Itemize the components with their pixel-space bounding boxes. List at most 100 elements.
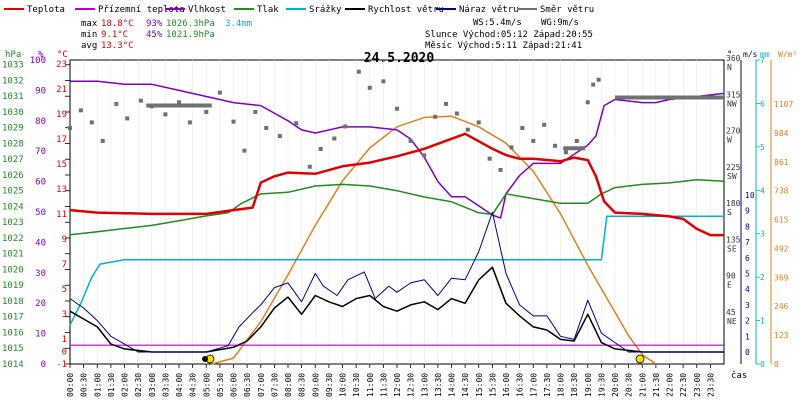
wm2-tick: 369 xyxy=(774,273,789,282)
chart-title: 24.5.2020 xyxy=(364,51,435,66)
hpa-tick: 1018 xyxy=(2,297,24,307)
dir-tick: E xyxy=(727,281,732,290)
unit-deg: ° xyxy=(727,50,732,60)
stats-block: max 18.8°C 93% 1026.3hPa 3.4mm min 9.1°C… xyxy=(81,19,252,51)
x-tick-label: 12:00 xyxy=(393,373,402,397)
x-tick-label: 12:30 xyxy=(407,373,416,397)
degc-tick: 23 xyxy=(56,60,67,70)
deg-tick: 270 xyxy=(726,127,741,136)
x-tick-label: 01:00 xyxy=(93,373,102,397)
x-tick-label: 00:30 xyxy=(80,373,89,397)
ms-tick: 3 xyxy=(745,301,750,310)
hpa-tick: 1032 xyxy=(2,76,24,86)
mm-tick: 5 xyxy=(760,143,765,152)
x-tick-label: 15:00 xyxy=(475,373,484,397)
wind-dir-point xyxy=(163,112,168,117)
degc-tick: 5 xyxy=(62,285,67,295)
wm2-tick: 123 xyxy=(774,331,789,340)
stat-max-rain: 3.4mm xyxy=(225,19,252,29)
pct-tick: 0 xyxy=(41,360,46,370)
x-tick-label: 20:00 xyxy=(611,373,620,397)
pct-tick: 10 xyxy=(35,330,46,340)
ms-tick: 1 xyxy=(745,332,750,341)
x-tick-label: 19:30 xyxy=(597,373,606,397)
degc-tick: 1 xyxy=(62,335,67,345)
degc-tick: 19 xyxy=(56,110,67,120)
hpa-tick: 1024 xyxy=(2,202,24,212)
ms-tick: 6 xyxy=(745,254,750,263)
series-pressure-line xyxy=(69,178,725,236)
moonrise-marker xyxy=(202,356,208,362)
ms-tick: 5 xyxy=(745,270,750,279)
wind-dir-point xyxy=(204,109,209,114)
legend-item: Vlhkost xyxy=(188,5,226,15)
x-tick-label: 06:00 xyxy=(230,373,239,397)
legend-item: Rychlost větru xyxy=(368,5,444,15)
unit-wm2: W/m² xyxy=(778,50,797,59)
hpa-tick: 1023 xyxy=(2,218,24,228)
x-tick-label: 02:30 xyxy=(134,373,143,397)
wind-dir-point xyxy=(465,127,470,132)
deg-tick: 180 xyxy=(726,199,741,208)
wm2-tick: 0 xyxy=(774,360,779,369)
hpa-tick: 1026 xyxy=(2,171,24,181)
degc-tick: 9 xyxy=(62,235,67,245)
stat-min-hum: 45% xyxy=(146,30,163,40)
wind-dir-point xyxy=(78,108,83,113)
wind-dir-point xyxy=(114,101,119,106)
degc-tick: 3 xyxy=(62,310,67,320)
legend-item: Přízemní teplota xyxy=(98,5,185,15)
deg-tick: 225 xyxy=(726,163,741,172)
pct-tick: 80 xyxy=(35,117,46,127)
mm-tick: 0 xyxy=(760,360,765,369)
x-tick-label: 22:00 xyxy=(666,373,675,397)
pct-tick: 50 xyxy=(35,208,46,218)
wind-dir-point xyxy=(531,138,536,143)
x-tick-label: 01:30 xyxy=(107,373,116,397)
degc-tick: 15 xyxy=(56,160,67,170)
wind-dir-point xyxy=(138,98,143,103)
ms-tick: 2 xyxy=(745,317,750,326)
dir-tick: N xyxy=(727,63,732,72)
wind-dir-point xyxy=(542,122,547,127)
wind-dir-point xyxy=(277,134,282,139)
x-tick-label: 09:30 xyxy=(325,373,334,397)
sun-markers xyxy=(202,354,645,364)
wind-dir-point xyxy=(591,82,596,87)
x-tick-label: 14:30 xyxy=(461,373,470,397)
ms-tick: 8 xyxy=(745,222,750,231)
hpa-tick: 1020 xyxy=(2,265,24,275)
stat-max-label: max xyxy=(81,19,98,29)
deg-tick: 90 xyxy=(726,272,736,281)
wm2-tick: 492 xyxy=(774,244,789,253)
wind-dir-point xyxy=(487,156,492,161)
wind-dir-point xyxy=(509,145,514,150)
stat-min-press: 1021.9hPa xyxy=(166,30,215,40)
series-rain-line xyxy=(69,215,724,326)
x-tick-label: 13:00 xyxy=(420,373,429,397)
info-sun: Slunce Východ:05:12 Západ:20:55 xyxy=(425,30,593,40)
wind-dir-point xyxy=(422,153,427,158)
x-tick-label: 06:30 xyxy=(243,373,252,397)
x-tick-label: 04:00 xyxy=(175,373,184,397)
hpa-tick: 1031 xyxy=(2,92,24,102)
x-tick-label: 03:30 xyxy=(161,373,170,397)
info-ws: WS:5.4m/s xyxy=(473,18,522,28)
hpa-tick: 1028 xyxy=(2,139,24,149)
x-tick-label: 21:30 xyxy=(652,373,661,397)
dir-tick: NE xyxy=(727,317,737,326)
stat-min-label: min xyxy=(81,30,97,40)
wind-dir-point xyxy=(264,126,269,131)
deg-tick: 315 xyxy=(726,90,741,99)
x-tick-label: 17:00 xyxy=(529,373,538,397)
x-tick-label: 03:00 xyxy=(148,373,157,397)
wm2-tick: 246 xyxy=(774,302,789,311)
dir-tick: W xyxy=(727,136,732,145)
wind-dir-point xyxy=(100,138,105,143)
wind-dir-point xyxy=(454,111,459,116)
mm-tick: 1 xyxy=(760,317,765,326)
legend: Teplota Přízemní teplota Vlhkost Tlak Srážky… xyxy=(4,5,594,15)
info-moon: Měsíc Východ:5:11 Západ:21:41 xyxy=(425,41,582,51)
degc-tick: 11 xyxy=(56,210,67,220)
